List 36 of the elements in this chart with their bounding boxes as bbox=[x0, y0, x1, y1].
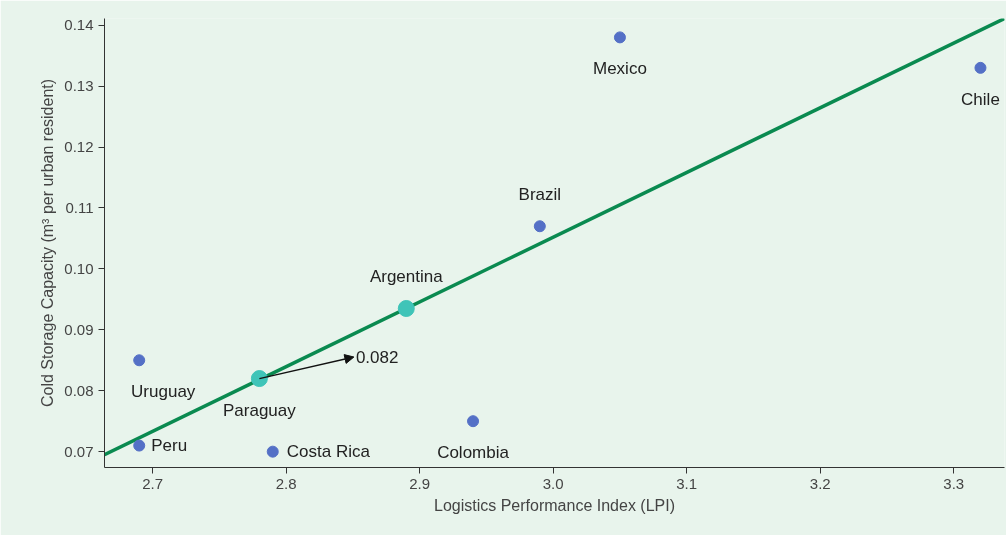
y-tick-label: 0.13 bbox=[64, 77, 94, 95]
series-label: Argentina bbox=[369, 267, 444, 287]
series-label: Mexico bbox=[593, 59, 647, 79]
y-tick-label: 0.10 bbox=[64, 259, 94, 277]
y-axis-title: Cold Storage Capacity (m³ per urban resident) bbox=[39, 78, 57, 408]
point bbox=[467, 415, 480, 428]
series-label: Chile bbox=[961, 89, 1000, 109]
point bbox=[266, 445, 279, 458]
series-label: Uruguay bbox=[131, 382, 196, 402]
y-tick-label: 0.09 bbox=[64, 320, 94, 338]
series-label: Costa Rica bbox=[286, 442, 371, 462]
y-tick-label: 0.14 bbox=[64, 16, 94, 34]
x-tick-label: 2.7 bbox=[142, 474, 163, 492]
series-label: Peru bbox=[151, 436, 188, 456]
x-tick-label: 3.3 bbox=[943, 474, 965, 492]
annotation: 0.082 bbox=[355, 348, 399, 367]
y-tick-label: 0.07 bbox=[64, 442, 94, 460]
point bbox=[397, 300, 415, 317]
x-axis-title: Logistics Performance Index (LPI) bbox=[434, 496, 675, 514]
x-tick-label: 3.0 bbox=[542, 474, 564, 492]
y-tick-label: 0.12 bbox=[64, 138, 94, 156]
point bbox=[250, 370, 268, 388]
y-tick-label: 0.08 bbox=[64, 381, 94, 399]
x-tick-label: 3.1 bbox=[676, 474, 698, 492]
point bbox=[533, 220, 546, 233]
point bbox=[133, 354, 146, 367]
series-label: Paraguay bbox=[223, 400, 297, 420]
point bbox=[133, 439, 146, 452]
x-tick-label: 2.8 bbox=[275, 474, 297, 492]
series-label: Brazil bbox=[518, 185, 562, 205]
series-label: Colombia bbox=[437, 443, 510, 463]
point bbox=[613, 31, 626, 44]
point bbox=[974, 61, 987, 74]
x-tick-label: 2.9 bbox=[409, 474, 431, 492]
x-tick-label: 3.2 bbox=[809, 474, 831, 492]
y-tick-label: 0.11 bbox=[65, 198, 94, 216]
